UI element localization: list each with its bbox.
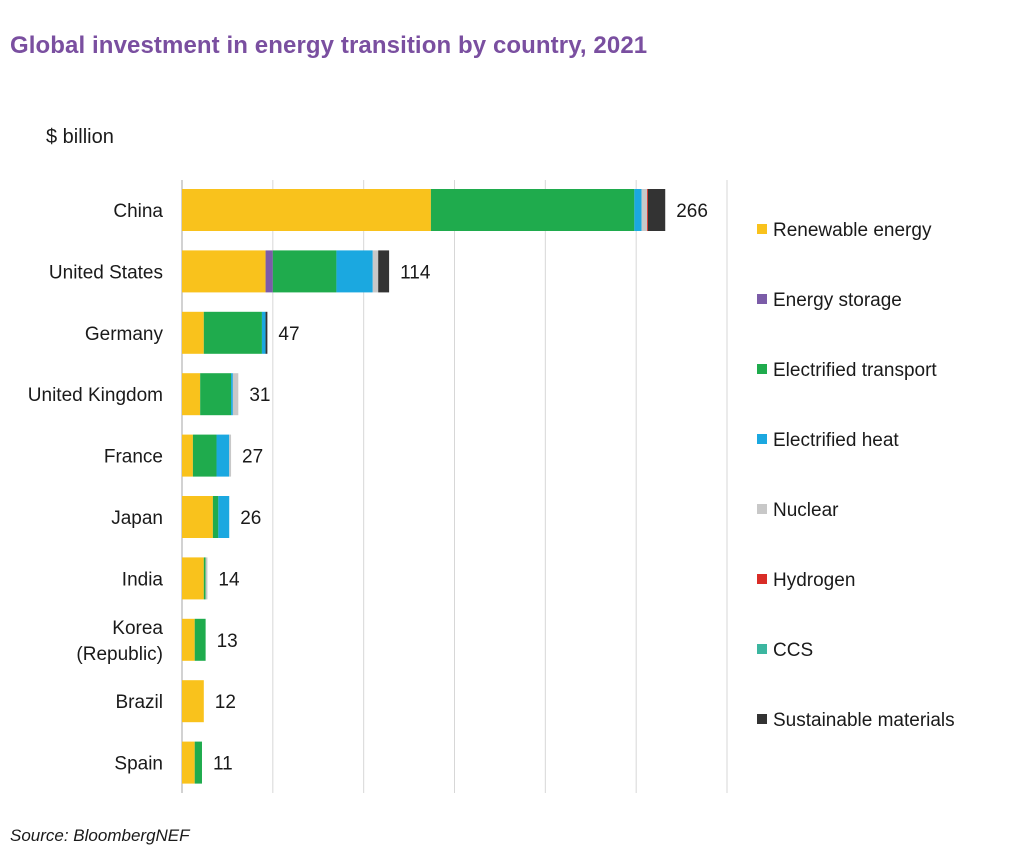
bar-segment-electrified-transport xyxy=(212,496,219,538)
category-label: China xyxy=(113,201,163,222)
bar-segment-renewable-energy xyxy=(182,250,266,293)
legend-label: Electrified heat xyxy=(773,430,899,451)
bar-segment-electrified-heat xyxy=(231,373,233,416)
bar-segment-electrified-transport xyxy=(430,189,635,231)
bar-segment-sustainable-materials xyxy=(647,189,666,231)
legend: Renewable energy Energy storage Electrifie… xyxy=(757,220,955,731)
bar-segment-nuclear xyxy=(229,434,232,477)
legend-swatch-renewable-energy xyxy=(757,224,767,234)
category-label: India xyxy=(122,569,164,590)
total-label: 13 xyxy=(217,631,238,652)
bar-segment-sustainable-materials xyxy=(265,311,268,354)
bar-segment-nuclear xyxy=(641,189,648,231)
category-labels: China United States Germany United Kingdom F… xyxy=(28,201,164,775)
bar-segment-renewable-energy xyxy=(182,557,204,600)
total-label: 114 xyxy=(400,262,431,283)
total-label: 47 xyxy=(278,324,299,345)
bar-segment-nuclear xyxy=(232,373,239,416)
total-label: 27 xyxy=(242,447,263,468)
legend-swatch-nuclear xyxy=(757,504,767,514)
bar-segment-renewable-energy xyxy=(182,434,193,477)
legend-label: Electrified transport xyxy=(773,360,937,381)
category-label: Spain xyxy=(114,754,163,775)
legend-swatch-electrified-heat xyxy=(757,434,767,444)
bar-segment-hydrogen xyxy=(647,189,648,231)
bar-segment-electrified-heat xyxy=(634,189,642,231)
legend-swatch-hydrogen xyxy=(757,574,767,584)
legend-swatch-electrified-transport xyxy=(757,364,767,374)
bar-segment-renewable-energy xyxy=(182,618,195,661)
legend-label: Sustainable materials xyxy=(773,710,955,731)
bar-segment-electrified-transport xyxy=(200,373,232,416)
bars xyxy=(182,189,666,784)
category-label: Germany xyxy=(85,324,164,345)
legend-label: Nuclear xyxy=(773,500,839,521)
bar-segment-electrified-transport xyxy=(203,557,206,600)
source-note: Source: BloombergNEF xyxy=(10,826,190,845)
bar-segment-electrified-transport xyxy=(194,741,202,784)
bar-segment-electrified-heat xyxy=(336,250,373,293)
bar-segment-electrified-transport xyxy=(203,311,262,354)
total-labels: 266 114 47 31 27 26 14 13 12 11 xyxy=(213,201,708,775)
category-label: Korea (Republic) xyxy=(76,618,163,665)
total-label: 266 xyxy=(676,201,708,222)
bar-segment-energy-storage xyxy=(265,250,273,293)
unit-label: $ billion xyxy=(46,126,114,148)
bar-segment-nuclear xyxy=(372,250,379,293)
bar-segment-sustainable-materials xyxy=(378,250,390,293)
bar-segment-electrified-heat xyxy=(218,496,230,538)
legend-swatch-sustainable-materials xyxy=(757,714,767,724)
bar-segment-electrified-transport xyxy=(192,434,217,477)
category-label: Japan xyxy=(111,508,163,529)
bar-segment-electrified-transport xyxy=(272,250,337,293)
total-label: 11 xyxy=(213,754,233,775)
bar-segment-renewable-energy xyxy=(182,741,195,784)
bar-segment-renewable-energy xyxy=(182,189,431,231)
bar-segment-electrified-transport xyxy=(194,618,206,661)
category-label: United Kingdom xyxy=(28,385,163,406)
bar-segment-electrified-heat xyxy=(216,434,230,477)
legend-swatch-energy-storage xyxy=(757,294,767,304)
total-label: 14 xyxy=(218,569,240,590)
chart-title: Global investment in energy transition b… xyxy=(10,32,648,59)
bar-segment-electrified-heat xyxy=(261,311,266,354)
bar-segment-renewable-energy xyxy=(182,311,204,354)
total-label: 12 xyxy=(215,692,236,713)
bar-segment-renewable-energy xyxy=(182,496,213,538)
bar-segment-renewable-energy xyxy=(182,680,204,723)
total-label: 31 xyxy=(249,385,270,406)
legend-swatch-ccs xyxy=(757,644,767,654)
bar-segment-nuclear xyxy=(205,557,208,600)
total-label: 26 xyxy=(240,508,261,529)
category-label: United States xyxy=(49,262,163,283)
legend-label: Hydrogen xyxy=(773,570,855,591)
category-label: France xyxy=(104,447,163,468)
bar-segment-renewable-energy xyxy=(182,373,201,416)
category-label: Brazil xyxy=(115,692,163,713)
legend-label: Renewable energy xyxy=(773,220,932,241)
legend-label: CCS xyxy=(773,640,813,661)
legend-label: Energy storage xyxy=(773,290,902,311)
